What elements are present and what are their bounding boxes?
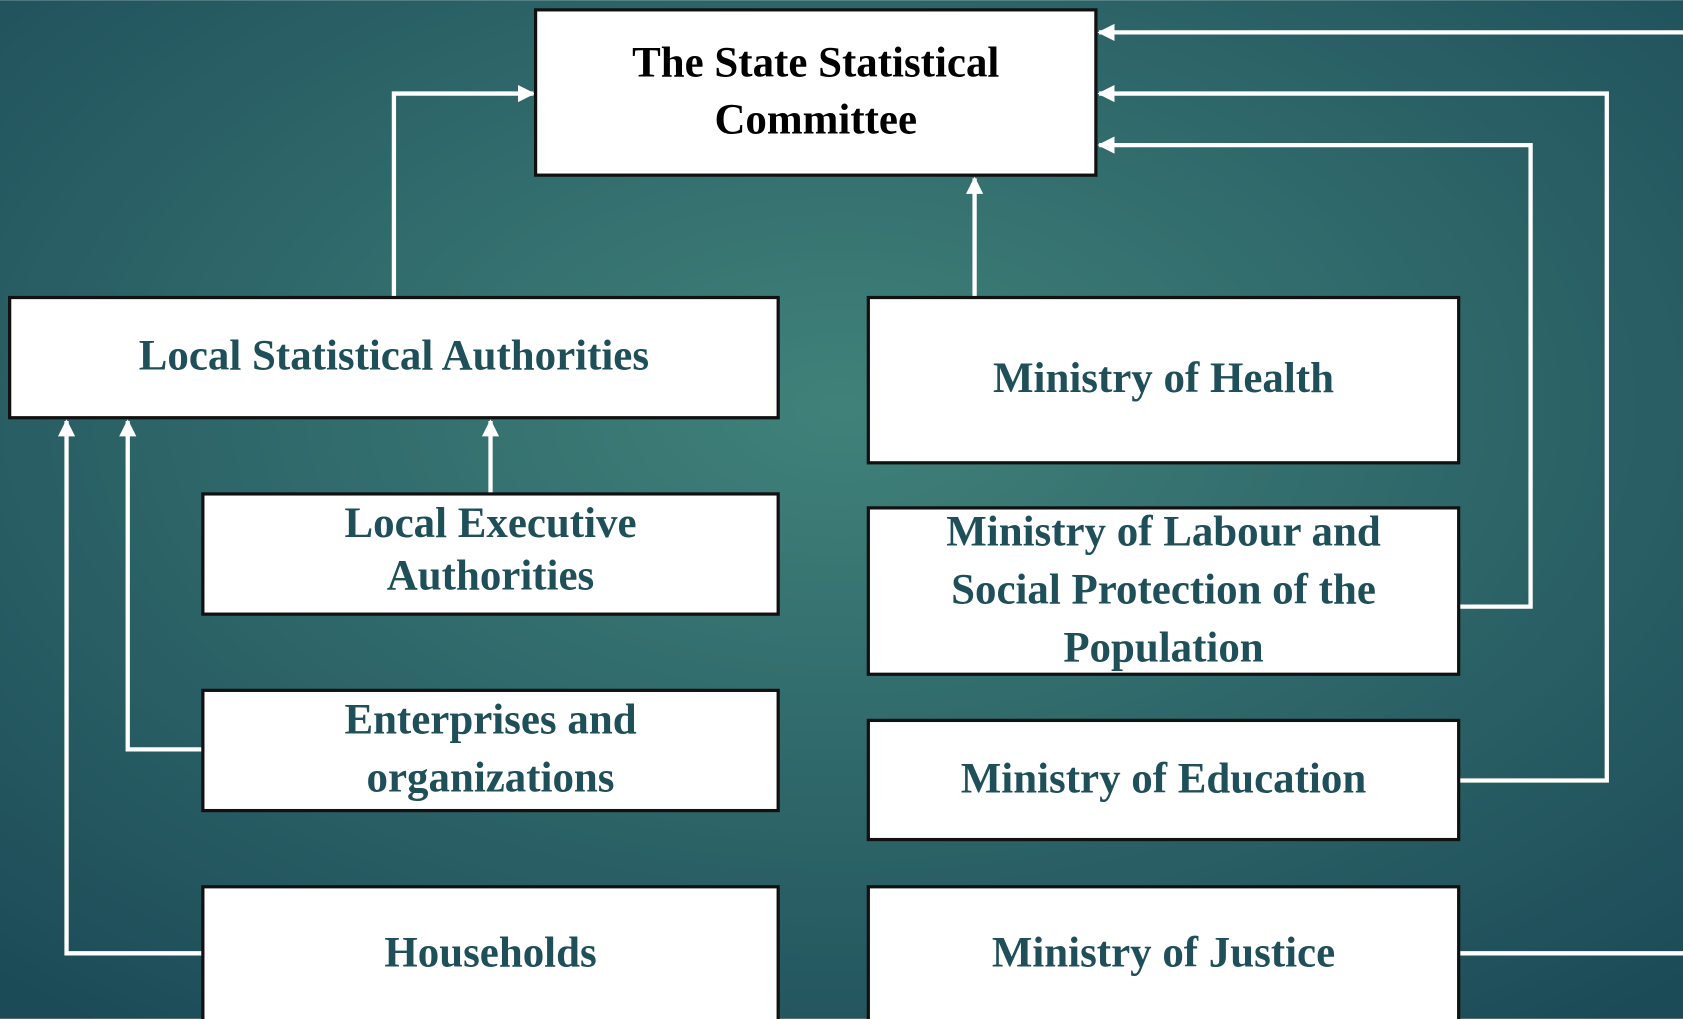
node: Ministry of Justice [866, 885, 1461, 1019]
node-label: organizations [367, 754, 615, 801]
node-label: Ministry of Justice [992, 929, 1335, 976]
node-box [866, 885, 1461, 1019]
arrow [57, 419, 203, 956]
node-label: Enterprises and [344, 696, 636, 743]
node-label: The State Statistical [632, 40, 999, 87]
node-label: Ministry of Labour and [946, 509, 1381, 556]
arrows [57, 23, 1683, 956]
node-label: Households [384, 929, 596, 976]
node-label: Social Protection of the [951, 567, 1376, 614]
node: Enterprises and organizations [201, 688, 780, 813]
node: Local Statistical Authorities [8, 295, 780, 420]
node-label: Local Executive [344, 500, 636, 547]
arrow [119, 419, 203, 752]
arrow [391, 84, 536, 298]
node-box [8, 295, 780, 420]
node: Ministry of Labour and Social Protection … [866, 506, 1461, 676]
arrow [1097, 136, 1533, 609]
node-label: Ministry of Education [961, 756, 1367, 803]
node-label: Population [1063, 625, 1263, 672]
node: The State Statistical Committee [533, 8, 1098, 177]
node: Households [201, 885, 780, 1019]
node-box [201, 885, 780, 1019]
node-label: Committee [714, 96, 917, 143]
node-box [533, 8, 1098, 177]
node-box [866, 718, 1461, 842]
node-box [866, 506, 1461, 676]
arrow [1097, 84, 1609, 783]
node-box [866, 295, 1461, 465]
node: Ministry of Education [866, 718, 1461, 842]
node-label: Local Statistical Authorities [139, 333, 649, 380]
node-box [201, 492, 780, 616]
node: Ministry of Health [866, 295, 1461, 465]
node-box [201, 688, 780, 813]
node-label: Ministry of Health [993, 355, 1334, 402]
node: Local Executive Authorities [201, 492, 780, 616]
node-label: Authorities [387, 553, 594, 600]
